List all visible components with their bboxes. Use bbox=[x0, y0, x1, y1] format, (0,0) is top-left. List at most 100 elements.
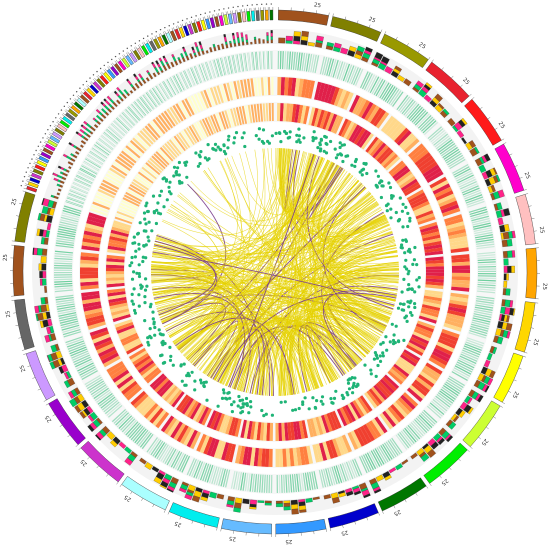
tick-mark bbox=[75, 98, 77, 100]
tick-dot bbox=[24, 176, 25, 177]
tick-mark bbox=[32, 166, 35, 167]
tick-mark bbox=[164, 510, 165, 513]
bar-segment bbox=[41, 256, 47, 263]
snp-dot bbox=[175, 170, 178, 173]
snp-dot bbox=[155, 222, 158, 225]
tick-mark bbox=[65, 111, 67, 113]
tick-mark bbox=[153, 504, 154, 507]
tick-mark bbox=[467, 450, 469, 452]
snp-dot bbox=[350, 164, 353, 167]
snp-dot bbox=[319, 143, 322, 146]
snp-dot bbox=[299, 141, 302, 144]
snp-dot bbox=[399, 196, 402, 199]
snp-dot bbox=[217, 405, 220, 408]
tick-mark bbox=[357, 20, 358, 23]
tick-mark bbox=[165, 31, 166, 34]
snp-dot bbox=[241, 399, 244, 402]
snp-dot bbox=[148, 221, 151, 224]
snp-dot bbox=[398, 218, 401, 221]
snp-dot bbox=[178, 161, 181, 164]
snp-dot bbox=[373, 358, 376, 361]
snp-dot bbox=[178, 180, 181, 183]
tick-mark bbox=[524, 352, 527, 353]
tick-mark bbox=[144, 42, 145, 45]
tick-mark bbox=[502, 139, 505, 141]
snp-dot bbox=[315, 399, 318, 402]
tick-mark bbox=[25, 184, 28, 185]
snp-dot bbox=[393, 333, 396, 336]
bar-segment bbox=[250, 500, 257, 505]
tick-mark bbox=[460, 85, 462, 87]
snp-dot bbox=[351, 391, 354, 394]
snp-dot bbox=[134, 312, 137, 315]
tick-mark bbox=[32, 377, 35, 378]
tick-mark bbox=[63, 113, 65, 115]
tick-mark bbox=[159, 34, 160, 37]
bar-segment bbox=[42, 264, 47, 271]
tick-mark bbox=[442, 68, 444, 70]
bar-segment bbox=[511, 266, 514, 273]
snp-dot bbox=[379, 354, 382, 357]
snp-dot bbox=[379, 179, 382, 182]
tick-mark bbox=[46, 404, 49, 406]
tick-mark bbox=[28, 176, 31, 177]
tick-mark bbox=[130, 492, 132, 495]
snp-dot bbox=[233, 136, 236, 139]
tick-mark bbox=[93, 79, 95, 81]
tick-mark bbox=[24, 188, 27, 189]
tick-dot bbox=[107, 62, 108, 63]
tick-mark bbox=[71, 103, 73, 105]
tick-label: 25 bbox=[79, 457, 89, 467]
scaffold-block bbox=[223, 15, 228, 25]
snp-dot bbox=[283, 130, 286, 133]
snp-dot bbox=[356, 384, 359, 387]
bar-segment bbox=[242, 42, 244, 46]
tick-mark bbox=[176, 26, 177, 29]
tick-label: 25 bbox=[511, 390, 520, 399]
snp-dot bbox=[413, 302, 416, 305]
tick-mark bbox=[27, 179, 30, 180]
snp-dot bbox=[397, 339, 400, 342]
snp-dot bbox=[144, 204, 147, 207]
tick-mark bbox=[514, 380, 517, 381]
snp-dot bbox=[339, 141, 342, 144]
bar-segment bbox=[39, 271, 42, 278]
tick-mark bbox=[214, 14, 215, 17]
tick-dot bbox=[214, 10, 215, 11]
bar-segment bbox=[503, 251, 508, 258]
tick-mark bbox=[53, 414, 56, 416]
snp-dot bbox=[138, 247, 141, 250]
tick-dot bbox=[27, 167, 28, 168]
tick-label: 25 bbox=[531, 338, 539, 347]
scaffold-block bbox=[228, 14, 233, 24]
tick-label: 25 bbox=[538, 226, 545, 234]
tick-mark bbox=[138, 45, 140, 48]
snp-dot bbox=[410, 314, 413, 317]
tick-label: 25 bbox=[44, 414, 53, 424]
snp-dot bbox=[133, 287, 136, 290]
tick-dot bbox=[186, 18, 187, 19]
tick-dot bbox=[228, 7, 229, 8]
snp-dot bbox=[329, 397, 332, 400]
density-stripe bbox=[478, 273, 496, 274]
bar-segment bbox=[292, 509, 299, 515]
tick-label: 25 bbox=[19, 364, 27, 373]
tick-dot bbox=[156, 31, 157, 32]
tick-dot bbox=[127, 48, 128, 49]
snp-dot bbox=[147, 343, 150, 346]
bar-segment bbox=[286, 41, 293, 44]
tick-dot bbox=[29, 163, 30, 164]
tick-mark bbox=[208, 16, 209, 19]
snp-dot bbox=[291, 409, 294, 412]
snp-dot bbox=[375, 354, 378, 357]
tick-dot bbox=[93, 74, 94, 75]
snp-dot bbox=[280, 401, 283, 404]
snp-dot bbox=[203, 381, 206, 384]
tick-mark bbox=[60, 117, 62, 119]
snp-dot bbox=[294, 408, 297, 411]
tick-mark bbox=[128, 52, 130, 54]
snp-dot bbox=[142, 244, 145, 247]
tick-mark bbox=[107, 67, 109, 69]
snp-dot bbox=[138, 305, 141, 308]
snp-dot bbox=[314, 407, 317, 410]
